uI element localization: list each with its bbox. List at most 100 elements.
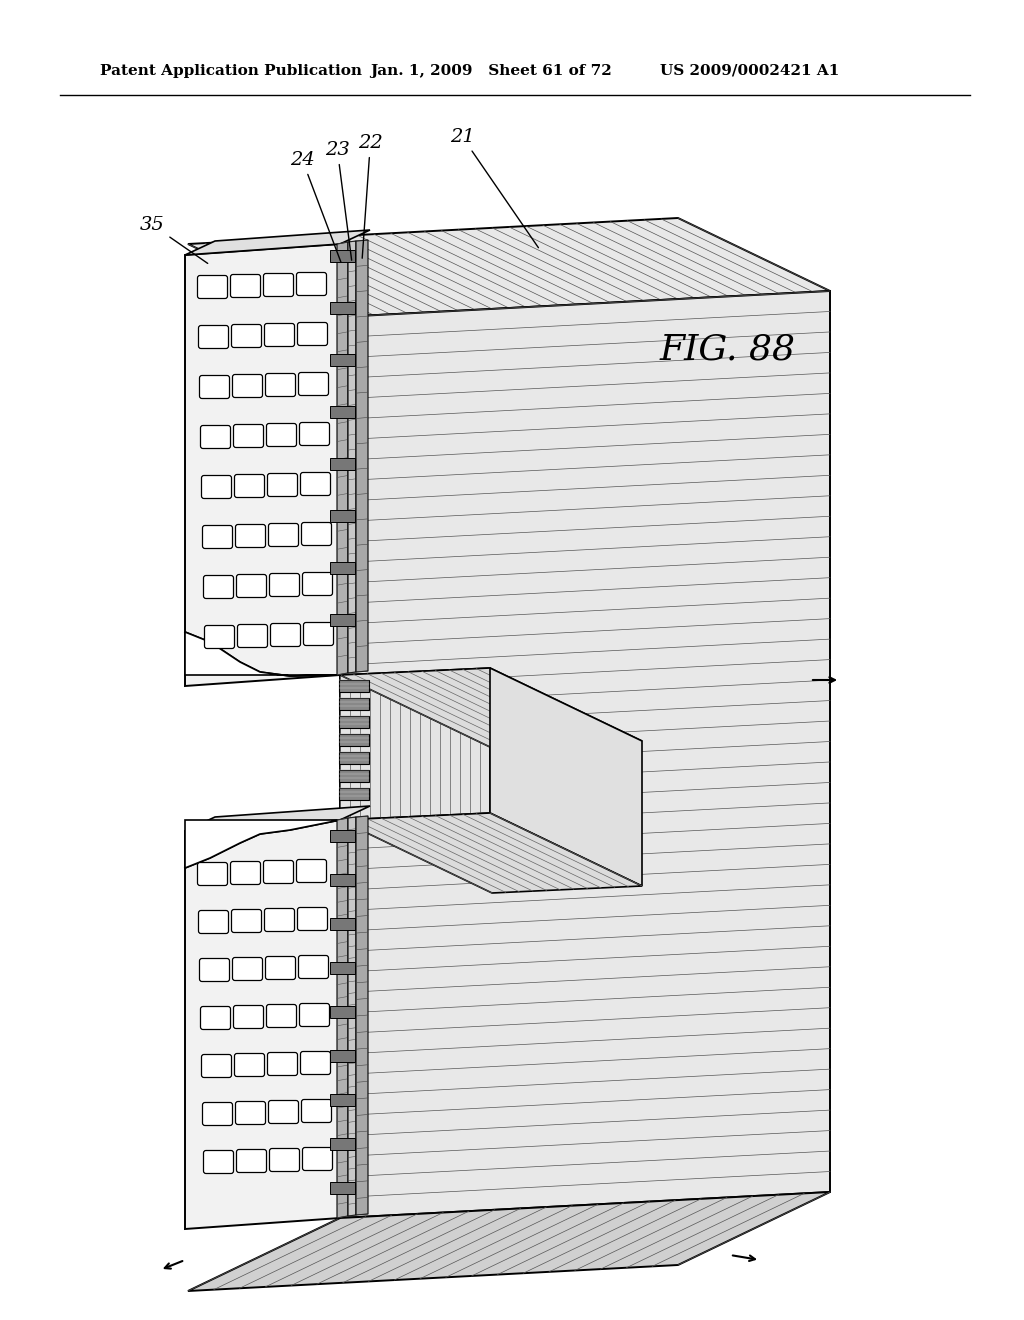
FancyBboxPatch shape [230,862,260,884]
FancyBboxPatch shape [302,1147,333,1171]
FancyBboxPatch shape [200,375,229,399]
FancyBboxPatch shape [201,425,230,449]
Polygon shape [348,242,356,673]
FancyBboxPatch shape [267,474,298,496]
Bar [330,1181,355,1195]
FancyBboxPatch shape [269,1148,299,1172]
FancyBboxPatch shape [301,523,332,545]
FancyBboxPatch shape [264,908,295,932]
Polygon shape [185,632,340,676]
Text: FIG. 88: FIG. 88 [660,333,796,367]
FancyBboxPatch shape [203,1102,232,1126]
FancyBboxPatch shape [233,425,263,447]
Bar [339,788,369,800]
FancyBboxPatch shape [268,1101,299,1123]
FancyBboxPatch shape [205,626,234,648]
Polygon shape [185,230,370,255]
Text: 23: 23 [325,141,351,260]
FancyBboxPatch shape [266,424,297,446]
Text: 22: 22 [358,135,383,259]
Bar [330,830,355,842]
FancyBboxPatch shape [299,422,330,446]
Bar [339,698,369,710]
Polygon shape [490,668,642,886]
FancyBboxPatch shape [299,956,329,978]
FancyBboxPatch shape [238,624,267,648]
FancyBboxPatch shape [204,1151,233,1173]
FancyBboxPatch shape [199,911,228,933]
Bar [330,407,355,418]
Bar [339,770,369,781]
FancyBboxPatch shape [266,1005,297,1027]
Polygon shape [185,807,370,832]
Polygon shape [348,817,356,1216]
Polygon shape [337,242,348,675]
Polygon shape [340,668,642,748]
Bar [339,752,369,764]
FancyBboxPatch shape [232,375,262,397]
FancyBboxPatch shape [297,859,327,883]
FancyBboxPatch shape [269,573,299,597]
Bar [330,614,355,626]
FancyBboxPatch shape [298,908,328,931]
FancyBboxPatch shape [237,574,266,598]
FancyBboxPatch shape [303,623,334,645]
Bar [330,562,355,574]
FancyBboxPatch shape [233,1006,263,1028]
Bar [330,917,355,931]
FancyBboxPatch shape [263,861,294,883]
Polygon shape [337,818,348,1218]
FancyBboxPatch shape [268,524,299,546]
Polygon shape [185,820,340,1229]
FancyBboxPatch shape [236,1101,265,1125]
FancyBboxPatch shape [204,576,233,598]
Text: 21: 21 [450,128,539,248]
Polygon shape [340,813,642,894]
Polygon shape [340,290,830,1218]
FancyBboxPatch shape [299,372,329,396]
Bar [339,680,369,692]
Bar [330,1006,355,1018]
FancyBboxPatch shape [203,525,232,549]
FancyBboxPatch shape [302,573,333,595]
Polygon shape [356,240,368,672]
FancyBboxPatch shape [265,374,296,396]
FancyBboxPatch shape [265,957,296,979]
Polygon shape [188,1192,830,1291]
Text: US 2009/0002421 A1: US 2009/0002421 A1 [660,63,840,78]
FancyBboxPatch shape [236,524,265,548]
FancyBboxPatch shape [198,862,227,886]
FancyBboxPatch shape [270,623,300,647]
FancyBboxPatch shape [200,958,229,982]
Bar [330,302,355,314]
FancyBboxPatch shape [300,1052,331,1074]
Polygon shape [185,244,340,686]
Bar [330,1138,355,1150]
Text: 35: 35 [140,216,208,264]
Bar [330,1094,355,1106]
FancyBboxPatch shape [202,1055,231,1077]
FancyBboxPatch shape [237,1150,266,1172]
FancyBboxPatch shape [230,275,260,297]
Polygon shape [185,820,340,869]
Bar [330,354,355,366]
FancyBboxPatch shape [202,475,231,499]
FancyBboxPatch shape [234,474,264,498]
FancyBboxPatch shape [232,957,262,981]
FancyBboxPatch shape [198,276,227,298]
FancyBboxPatch shape [231,909,261,932]
FancyBboxPatch shape [301,1100,332,1122]
FancyBboxPatch shape [299,1003,330,1027]
Polygon shape [340,668,490,820]
FancyBboxPatch shape [201,1006,230,1030]
Bar [339,715,369,729]
Bar [339,734,369,746]
Bar [330,458,355,470]
FancyBboxPatch shape [267,1052,298,1076]
Bar [330,1049,355,1063]
Bar [330,249,355,261]
Bar [330,962,355,974]
Text: Jan. 1, 2009   Sheet 61 of 72: Jan. 1, 2009 Sheet 61 of 72 [370,63,611,78]
FancyBboxPatch shape [300,473,331,495]
Bar [330,874,355,886]
